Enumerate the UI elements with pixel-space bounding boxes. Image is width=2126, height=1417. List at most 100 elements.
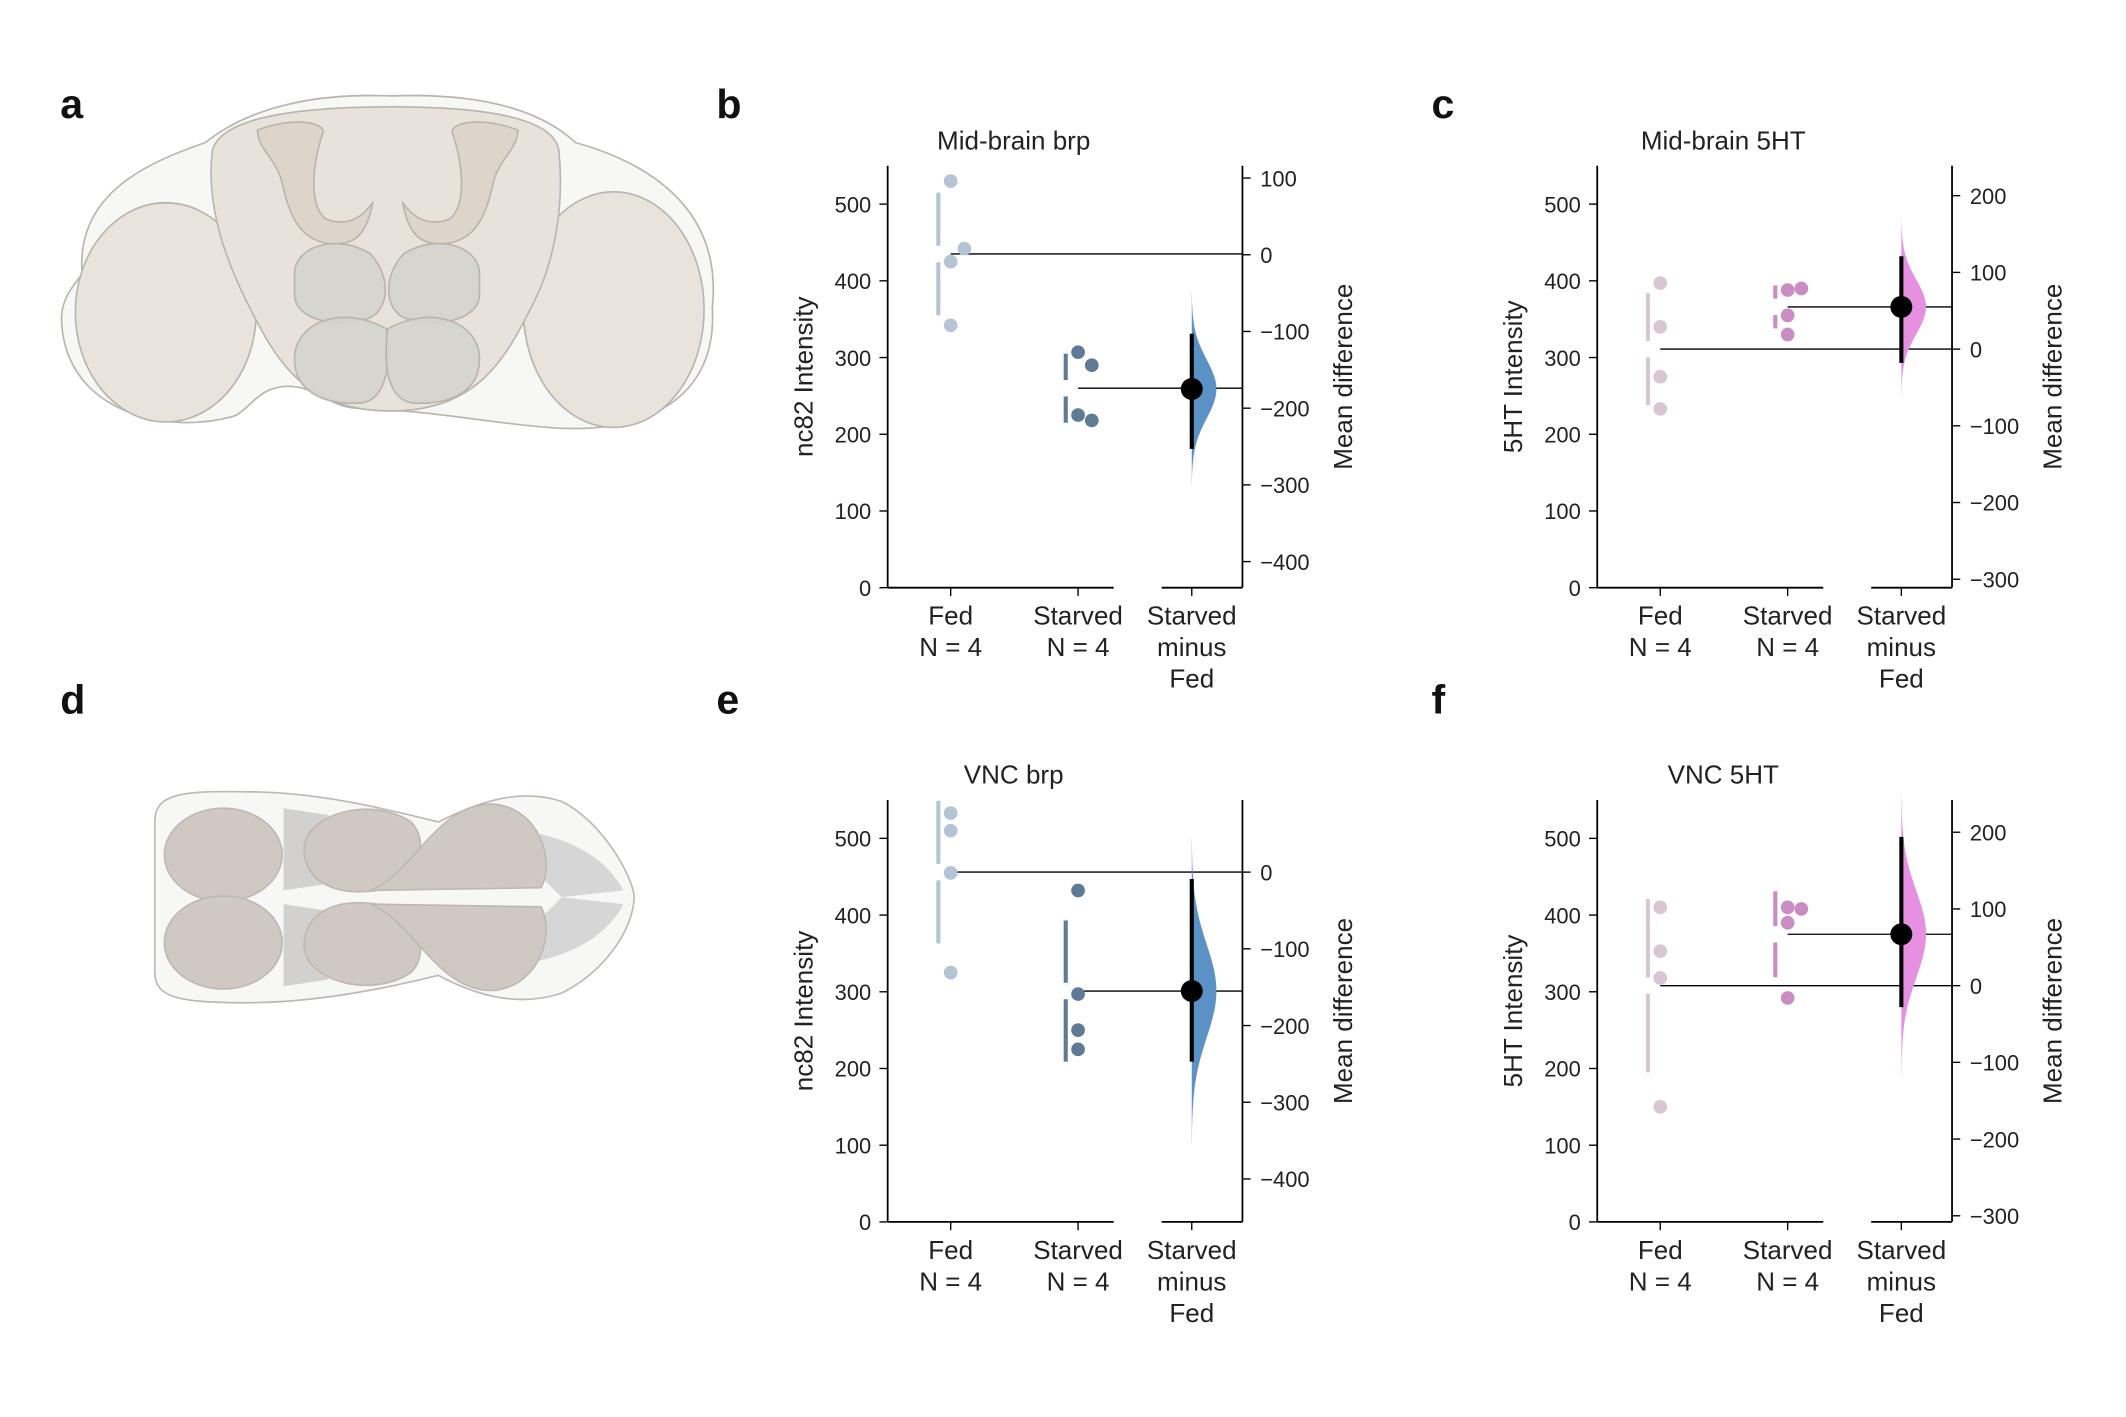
panel-label: f bbox=[1431, 677, 1445, 723]
x-tick-label: Fed bbox=[1879, 664, 1924, 694]
y2-tick-label: 200 bbox=[1970, 184, 2007, 209]
y-tick-label: 100 bbox=[835, 499, 872, 524]
y2-axis-label: Mean difference bbox=[2038, 284, 2068, 470]
y2-tick-label: −200 bbox=[1970, 491, 2019, 516]
y2-tick-label: −100 bbox=[1260, 320, 1309, 345]
y2-axis-label: Mean difference bbox=[1328, 918, 1358, 1104]
chart: VNC brp nc82 Intensity Mean difference 0 100… bbox=[788, 760, 1358, 1328]
y-tick-label: 0 bbox=[859, 1210, 871, 1235]
data-point bbox=[943, 174, 958, 188]
y-tick-label: 500 bbox=[1544, 827, 1581, 852]
y-tick-label: 300 bbox=[835, 346, 872, 371]
data-point bbox=[1653, 320, 1668, 334]
data-point bbox=[1780, 308, 1795, 323]
y2-tick-label: −200 bbox=[1970, 1127, 2019, 1152]
mean-difference bbox=[1890, 923, 1913, 946]
data-point bbox=[1780, 283, 1795, 297]
y-tick-label: 100 bbox=[835, 1133, 872, 1158]
x-tick-label: minus bbox=[1157, 632, 1226, 662]
data-point bbox=[1794, 902, 1809, 916]
y-tick-label: 500 bbox=[835, 192, 872, 217]
bootstrap-distribution bbox=[1191, 292, 1217, 486]
mean-difference bbox=[1180, 378, 1203, 400]
y2-axis-label: Mean difference bbox=[2038, 918, 2068, 1104]
y-axis-label: 5HT Intensity bbox=[1498, 300, 1528, 453]
y2-tick-label: −300 bbox=[1260, 1090, 1309, 1115]
y-tick-label: 0 bbox=[1569, 576, 1581, 601]
panel-label: e bbox=[716, 677, 739, 723]
x-tick-label: N = 4 bbox=[1629, 1266, 1692, 1296]
x-tick-label: minus bbox=[1157, 1266, 1226, 1296]
brain-illustration bbox=[60, 94, 715, 430]
data-point bbox=[1071, 987, 1085, 1001]
chart-title: Mid-brain brp bbox=[937, 125, 1090, 155]
x-tick-label: minus bbox=[1867, 632, 1936, 662]
chart-title: Mid-brain 5HT bbox=[1641, 125, 1806, 155]
chart-title: VNC brp bbox=[964, 760, 1064, 790]
y-tick-label: 500 bbox=[1544, 192, 1581, 217]
y-tick-label: 0 bbox=[859, 576, 871, 601]
x-tick-label: N = 4 bbox=[1629, 632, 1692, 662]
x-tick-label: minus bbox=[1867, 1266, 1936, 1296]
data-point bbox=[1794, 281, 1809, 296]
data-point bbox=[1084, 358, 1099, 373]
bootstrap-distribution bbox=[1901, 217, 1927, 397]
y-tick-label: 400 bbox=[835, 903, 872, 928]
y2-tick-label: 0 bbox=[1970, 974, 1982, 999]
x-tick-label: Starved bbox=[1743, 1235, 1833, 1265]
chart: VNC 5HT 5HT Intensity Mean difference 0 100 2… bbox=[1498, 760, 2068, 1328]
x-tick-label: Starved bbox=[1857, 601, 1947, 631]
bootstrap-distribution bbox=[1191, 837, 1217, 1145]
y-tick-label: 200 bbox=[1544, 1057, 1581, 1082]
x-tick-label: N = 4 bbox=[919, 632, 982, 662]
data-point bbox=[957, 241, 972, 256]
y2-tick-label: −200 bbox=[1260, 396, 1309, 421]
y2-tick-label: −200 bbox=[1260, 1014, 1309, 1039]
data-point bbox=[943, 318, 958, 333]
data-point bbox=[1780, 915, 1795, 930]
y-tick-label: 300 bbox=[835, 980, 872, 1005]
y-axis-label: 5HT Intensity bbox=[1498, 935, 1528, 1088]
mean-difference bbox=[1180, 980, 1203, 1002]
x-tick-label: N = 4 bbox=[1047, 632, 1110, 662]
data-point bbox=[943, 866, 958, 880]
x-tick-label: Starved bbox=[1857, 1235, 1947, 1265]
panel-label: b bbox=[716, 81, 741, 127]
x-tick-label: Starved bbox=[1033, 601, 1123, 631]
x-tick-label: N = 4 bbox=[919, 1266, 982, 1296]
data-point bbox=[1780, 327, 1795, 342]
x-tick-label: Fed bbox=[1879, 1298, 1924, 1328]
data-point bbox=[1653, 1100, 1668, 1114]
panel-label: a bbox=[60, 81, 84, 127]
chart: Mid-brain 5HT 5HT Intensity Mean differenc… bbox=[1498, 125, 2068, 693]
y-axis-label: nc82 Intensity bbox=[788, 296, 818, 457]
data-point bbox=[943, 254, 958, 269]
x-tick-label: Fed bbox=[1638, 601, 1683, 631]
chart: Mid-brain brp nc82 Intensity Mean differen… bbox=[788, 125, 1358, 693]
chart-title: VNC 5HT bbox=[1668, 760, 1779, 790]
x-tick-label: Fed bbox=[928, 601, 973, 631]
y-axis-label: nc82 Intensity bbox=[788, 931, 818, 1092]
x-tick-label: Fed bbox=[1169, 1298, 1214, 1328]
data-point bbox=[1653, 402, 1668, 416]
y-tick-label: 200 bbox=[835, 422, 872, 447]
y-tick-label: 200 bbox=[835, 1057, 872, 1082]
data-point bbox=[1780, 991, 1795, 1005]
y-tick-label: 0 bbox=[1569, 1210, 1581, 1235]
data-point bbox=[1653, 971, 1668, 985]
y2-tick-label: −300 bbox=[1970, 567, 2019, 592]
y2-tick-label: 100 bbox=[1970, 897, 2007, 922]
panel-label: c bbox=[1431, 81, 1454, 127]
panel-labels: a b c d e f bbox=[60, 81, 1454, 723]
x-tick-label: Starved bbox=[1033, 1235, 1123, 1265]
data-point bbox=[1071, 1023, 1085, 1037]
y2-tick-label: 200 bbox=[1970, 820, 2007, 845]
vnc-illustration bbox=[153, 790, 636, 1004]
data-point bbox=[943, 823, 958, 838]
y-tick-label: 500 bbox=[835, 827, 872, 852]
y2-tick-label: −300 bbox=[1970, 1204, 2019, 1229]
data-point bbox=[1653, 276, 1668, 290]
y2-tick-label: −100 bbox=[1260, 937, 1309, 962]
